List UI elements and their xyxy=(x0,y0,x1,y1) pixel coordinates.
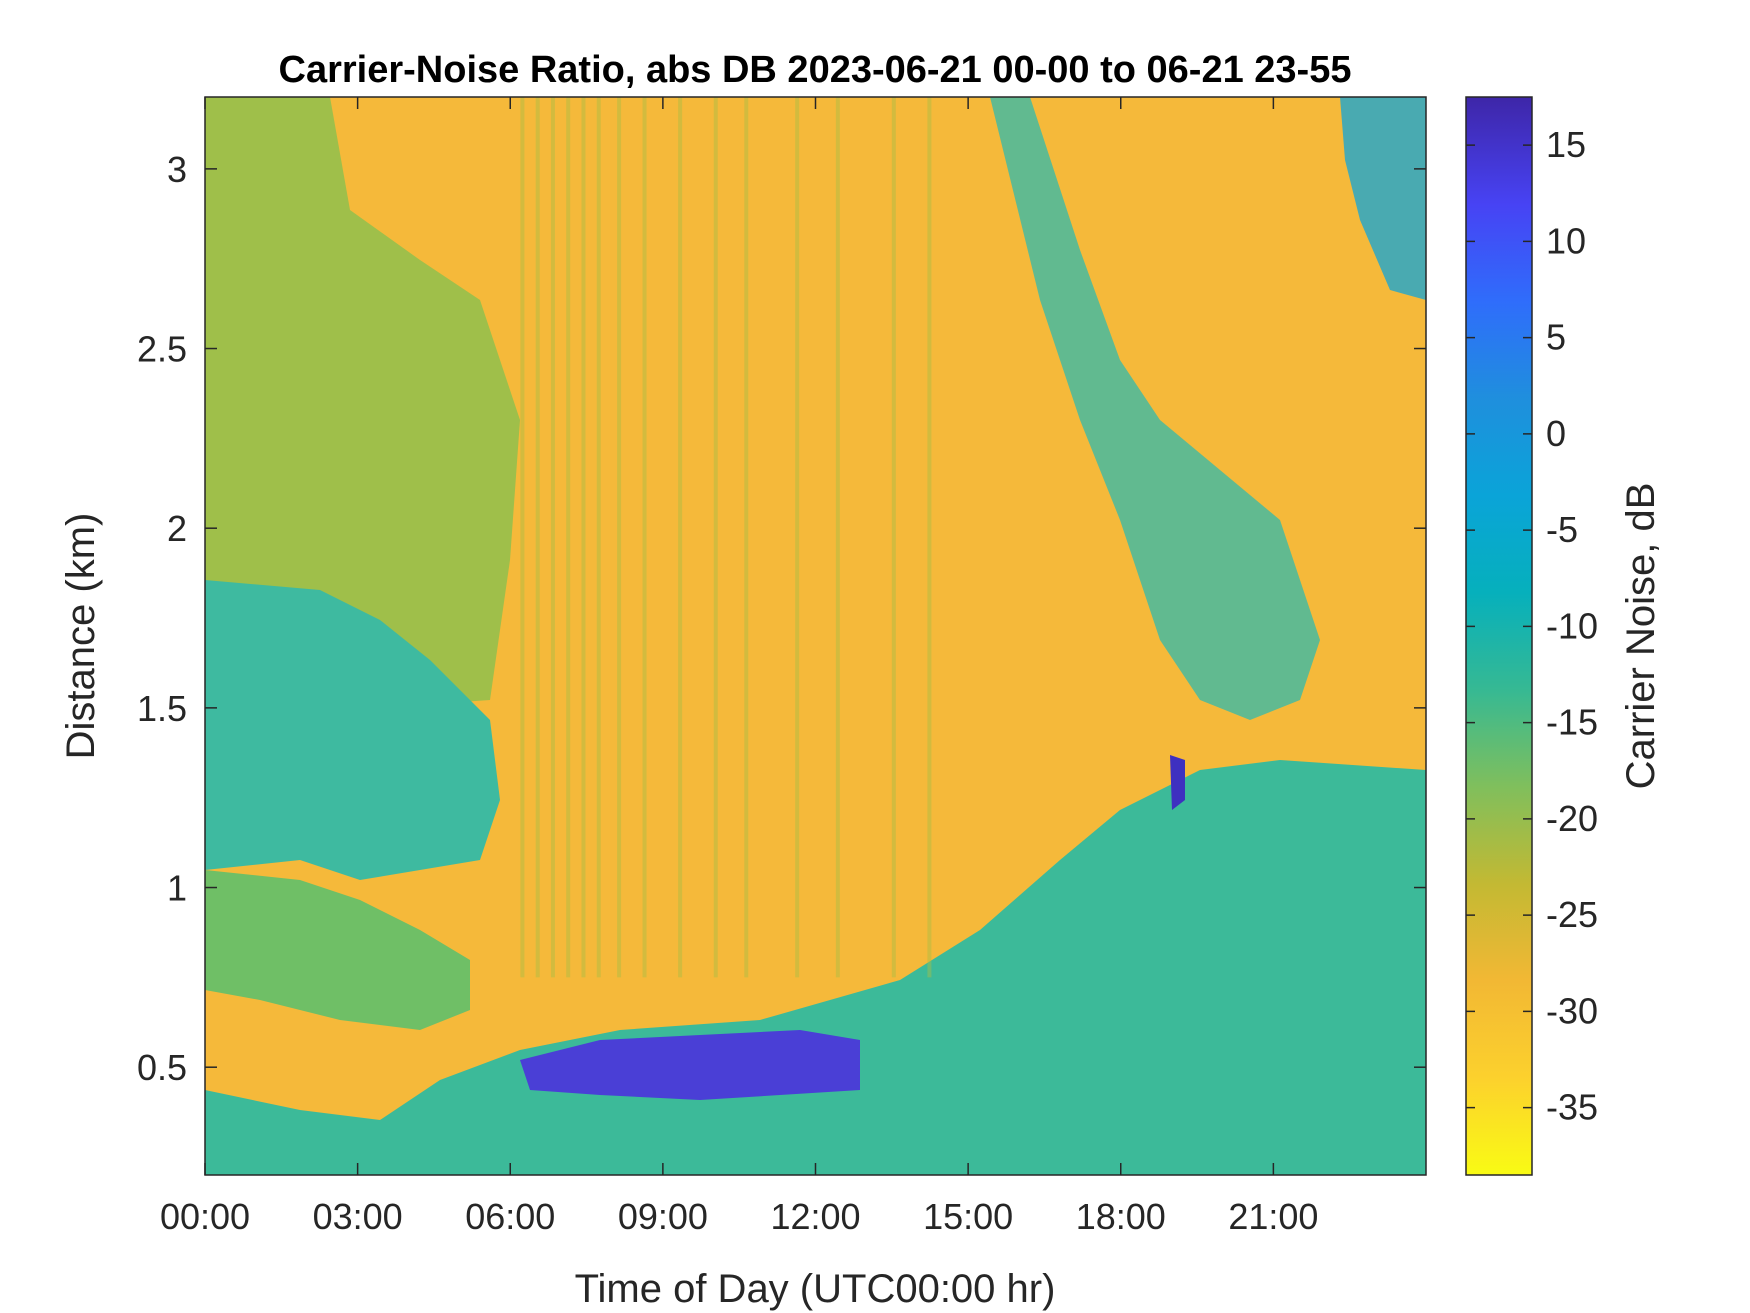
heatmap-streak xyxy=(678,97,683,978)
heatmap-streak xyxy=(891,97,896,978)
colorbar-tick-label: -35 xyxy=(1546,1087,1598,1128)
y-axis-label: Distance (km) xyxy=(59,513,103,760)
colorbar-tick-label: 0 xyxy=(1546,413,1566,454)
heatmap-region-upper-right-cyan xyxy=(1340,97,1426,300)
y-tick-label: 2 xyxy=(167,508,187,549)
colorbar-tick-label: -20 xyxy=(1546,798,1598,839)
heatmap-streak xyxy=(713,97,718,978)
heatmap-region-upper-left-green xyxy=(205,97,520,720)
colorbar-tick-label: -15 xyxy=(1546,702,1598,743)
x-tick-label: 21:00 xyxy=(1228,1196,1318,1237)
heatmap-streak xyxy=(596,97,601,978)
colorbar-tick-label: -5 xyxy=(1546,509,1578,550)
heatmap-streak xyxy=(566,97,571,978)
colorbar-tick-label: -25 xyxy=(1546,894,1598,935)
heatmap-streak xyxy=(520,97,525,978)
x-tick-label: 06:00 xyxy=(465,1196,555,1237)
heatmap-region-aerosol-streak xyxy=(520,1030,860,1100)
x-tick-label: 09:00 xyxy=(618,1196,708,1237)
heatmap-streak xyxy=(617,97,622,978)
y-axis: 0.5 1 1.5 2 2.5 3 xyxy=(137,149,1426,1088)
colorbar-tick-label: -10 xyxy=(1546,605,1598,646)
x-tick-label: 15:00 xyxy=(923,1196,1013,1237)
heatmap-streak xyxy=(835,97,840,978)
heatmap-streak xyxy=(927,97,932,978)
heatmap-region-aerosol-spot xyxy=(1170,755,1185,810)
heatmap-region-left-green-band xyxy=(205,870,470,1030)
x-tick-label: 03:00 xyxy=(313,1196,403,1237)
y-tick-label: 2.5 xyxy=(137,329,187,370)
heatmap-region-left-cyan xyxy=(205,580,500,880)
x-tick-label: 00:00 xyxy=(160,1196,250,1237)
y-tick-label: 0.5 xyxy=(137,1047,187,1088)
heatmap-streak xyxy=(550,97,555,978)
y-tick-label: 3 xyxy=(167,149,187,190)
heatmap-streak xyxy=(535,97,540,978)
heatmap-area xyxy=(205,97,1426,1175)
heatmap-region-bottom-boundary-layer xyxy=(205,760,1426,1175)
colorbar-tick-label: 5 xyxy=(1546,317,1566,358)
colorbar-ticks: 15 10 5 0 -5 -10 -15 -20 -25 -30 -35 xyxy=(1466,124,1598,1128)
heatmap-streak xyxy=(642,97,647,978)
x-tick-label: 18:00 xyxy=(1076,1196,1166,1237)
heatmap-streak xyxy=(795,97,800,978)
heatmap-region-right-plume xyxy=(990,97,1320,720)
colorbar-tick-label: 15 xyxy=(1546,124,1586,165)
heatmap-streak xyxy=(581,97,586,978)
chart-title: Carrier-Noise Ratio, abs DB 2023-06-21 0… xyxy=(279,49,1352,91)
y-tick-label: 1 xyxy=(167,868,187,909)
y-tick-label: 1.5 xyxy=(137,688,187,729)
colorbar-label: Carrier Noise, dB xyxy=(1619,483,1663,790)
colorbar-tick-label: 10 xyxy=(1546,220,1586,261)
colorbar-tick-label: -30 xyxy=(1546,990,1598,1031)
x-axis-label: Time of Day (UTC00:00 hr) xyxy=(575,1267,1056,1311)
x-axis: 00:00 03:00 06:00 09:00 12:00 15:00 18:00 21:00 xyxy=(160,97,1318,1237)
x-tick-label: 12:00 xyxy=(770,1196,860,1237)
colorbar xyxy=(1465,96,1533,1176)
heatmap-streak xyxy=(744,97,749,978)
